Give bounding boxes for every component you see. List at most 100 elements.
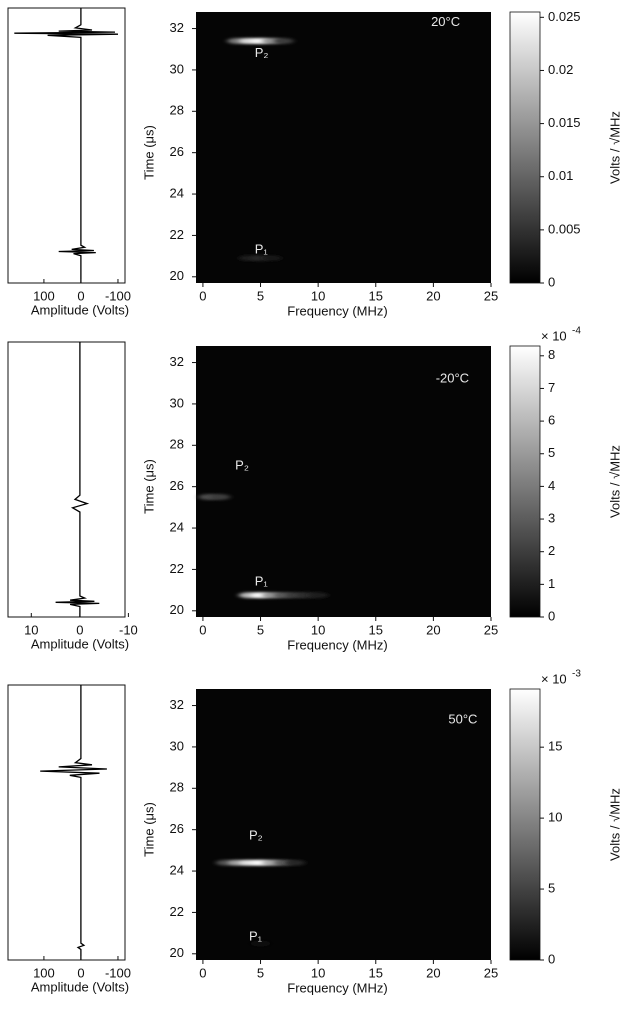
- colorbar-exponent: -3: [572, 669, 581, 680]
- x-tick-label: 20: [426, 622, 440, 637]
- x-tick-label: 15: [369, 965, 383, 980]
- x-tick-label: 15: [369, 622, 383, 637]
- plot-area: [196, 12, 491, 283]
- y-tick-label: 20: [170, 945, 184, 960]
- y-tick-label: 28: [170, 103, 184, 118]
- plot-area: [196, 346, 491, 617]
- x-axis-label: Amplitude (Volts): [31, 302, 129, 317]
- colorbar-tick-label: 6: [548, 413, 555, 428]
- colorbar-multiplier: × 10: [541, 671, 567, 686]
- spectral-spot: [285, 859, 306, 866]
- spectral-spot: [210, 494, 231, 501]
- x-tick-label: 5: [257, 288, 264, 303]
- annotation: P₂: [235, 457, 249, 472]
- y-tick-label: 30: [170, 738, 184, 753]
- colorbar-label: Volts / √MHz: [607, 788, 622, 861]
- colorbar-tick-label: 8: [548, 347, 555, 362]
- x-axis-label: Frequency (MHz): [287, 303, 387, 318]
- y-tick-label: 22: [170, 904, 184, 919]
- colorbar: [509, 688, 541, 961]
- annotation: -20°C: [436, 371, 469, 386]
- x-tick-label: 10: [311, 288, 325, 303]
- x-axis-label: Frequency (MHz): [287, 980, 387, 995]
- colorbar-label: Volts / √MHz: [607, 445, 622, 518]
- plot-frame: [7, 684, 126, 961]
- x-tick-label: 5: [257, 622, 264, 637]
- x-tick-label: 25: [484, 288, 498, 303]
- colorbar-tick-label: 0.01: [548, 168, 573, 183]
- colorbar-exponent: -4: [572, 326, 581, 337]
- x-tick-label: 20: [426, 965, 440, 980]
- x-tick-label: 15: [369, 288, 383, 303]
- annotation: 50°C: [448, 711, 477, 726]
- y-tick-label: 32: [170, 20, 184, 35]
- y-tick-label: 22: [170, 227, 184, 242]
- y-tick-label: 24: [170, 862, 184, 877]
- colorbar-multiplier: × 10: [541, 328, 567, 343]
- x-tick-label: -100: [105, 965, 131, 980]
- x-tick-label: -10: [119, 622, 138, 637]
- colorbar: [509, 11, 541, 284]
- colorbar-tick-label: 10: [548, 810, 562, 825]
- y-axis-label: Time (μs): [141, 125, 156, 180]
- plot-frame: [7, 341, 126, 618]
- x-tick-label: -100: [105, 288, 131, 303]
- plot-frame: [7, 7, 126, 284]
- colorbar-tick-label: 4: [548, 478, 555, 493]
- colorbar-tick-label: 5: [548, 445, 555, 460]
- annotation: P₂: [255, 45, 269, 60]
- plot-area: [196, 689, 491, 960]
- y-tick-label: 28: [170, 437, 184, 452]
- x-tick-label: 100: [33, 288, 55, 303]
- waveform: [40, 685, 107, 960]
- x-axis-label: Amplitude (Volts): [31, 979, 129, 994]
- colorbar-tick-label: 15: [548, 739, 562, 754]
- waveform: [55, 342, 100, 617]
- x-tick-label: 0: [199, 288, 206, 303]
- colorbar-tick-label: 0.015: [548, 115, 581, 130]
- x-tick-label: 0: [199, 622, 206, 637]
- colorbar-tick-label: 0: [548, 608, 555, 623]
- y-tick-label: 22: [170, 561, 184, 576]
- colorbar-tick-label: 0.02: [548, 62, 573, 77]
- colorbar-tick-label: 0.025: [548, 9, 581, 24]
- x-tick-label: 20: [426, 288, 440, 303]
- x-tick-label: 10: [24, 622, 38, 637]
- y-tick-label: 24: [170, 185, 184, 200]
- annotation: P₁: [249, 929, 263, 944]
- x-axis-label: Amplitude (Volts): [31, 636, 129, 651]
- x-tick-label: 0: [77, 965, 84, 980]
- annotation: P₁: [255, 241, 269, 256]
- y-tick-label: 30: [170, 395, 184, 410]
- y-tick-label: 20: [170, 268, 184, 283]
- colorbar-tick-label: 2: [548, 543, 555, 558]
- y-tick-label: 32: [170, 354, 184, 369]
- y-tick-label: 20: [170, 602, 184, 617]
- x-tick-label: 0: [76, 622, 83, 637]
- spectral-spot: [262, 255, 283, 262]
- colorbar-tick-label: 0: [548, 274, 555, 289]
- x-tick-label: 0: [77, 288, 84, 303]
- colorbar-tick-label: 3: [548, 510, 555, 525]
- annotation: 20°C: [431, 14, 460, 29]
- x-tick-label: 10: [311, 965, 325, 980]
- colorbar-tick-label: 0: [548, 951, 555, 966]
- spectral-spot: [250, 940, 271, 947]
- waveform: [14, 8, 119, 283]
- colorbar-tick-label: 5: [548, 880, 555, 895]
- y-tick-label: 32: [170, 697, 184, 712]
- x-tick-label: 100: [33, 965, 55, 980]
- x-axis-label: Frequency (MHz): [287, 637, 387, 652]
- spectral-spot: [273, 37, 294, 44]
- colorbar-tick-label: 1: [548, 576, 555, 591]
- y-axis-label: Time (μs): [141, 802, 156, 857]
- x-tick-label: 25: [484, 622, 498, 637]
- y-tick-label: 26: [170, 821, 184, 836]
- y-tick-label: 28: [170, 780, 184, 795]
- colorbar: [509, 345, 541, 618]
- x-tick-label: 10: [311, 622, 325, 637]
- x-tick-label: 0: [199, 965, 206, 980]
- y-axis-label: Time (μs): [141, 459, 156, 514]
